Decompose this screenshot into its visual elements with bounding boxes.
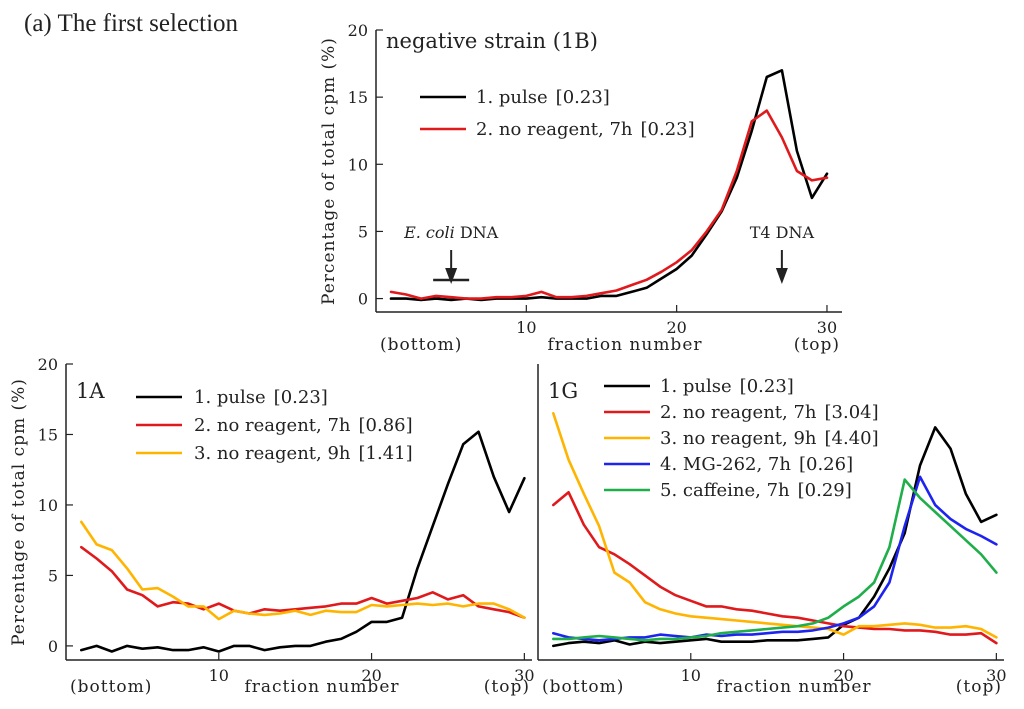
annotation-text: DNA (455, 223, 499, 242)
x-tick-label: 10 (681, 666, 701, 685)
series-line-2 (80, 545, 526, 620)
x-tick-label: 20 (361, 666, 381, 685)
arrow-head (775, 268, 788, 284)
y-tick-label: 20 (38, 355, 58, 374)
x-top-note: (top) (794, 335, 840, 355)
panel-1a: 0 5 10 15 20 10 20 30 (bottom) (top) fraction numb… (9, 355, 535, 697)
x-bottom-note: (bottom) (70, 677, 152, 697)
series-line-3 (80, 520, 526, 621)
legend-value: [1.41] (359, 443, 413, 464)
x-axis-label: fraction number (547, 335, 702, 355)
legend-label: 4. MG-262, 7h (660, 454, 791, 475)
figure-title: (a) The first selection (24, 10, 239, 37)
t4-dna-annotation: T4 DNA (750, 223, 815, 284)
y-tick-label: 5 (358, 222, 368, 241)
legend-value: [4.40] (825, 428, 879, 449)
legend-value: [0.23] (641, 119, 695, 140)
y-tick-label: 15 (348, 88, 368, 107)
y-tick-label: 0 (48, 637, 58, 656)
x-tick-label: 30 (514, 666, 534, 685)
y-axis-label: Percentage of total cpm (%) (9, 378, 29, 646)
y-tick-label: 10 (348, 155, 368, 174)
y-tick-label: 15 (38, 425, 58, 444)
annotation-label: E. coli DNA (403, 223, 499, 242)
legend-label: 2. no reagent, 7h (194, 415, 351, 436)
legend-value: [0.26] (799, 454, 853, 475)
y-axis-label: Percentage of total cpm (%) (319, 37, 339, 305)
x-top-note: (top) (484, 677, 530, 697)
x-bottom-note: (bottom) (380, 335, 462, 355)
annotation-label: T4 DNA (750, 223, 815, 242)
legend: 1. pulse [0.23] 2. no reagent, 7h [3.04] 3. … (604, 376, 879, 501)
legend: 1. pulse [0.23] 2. no reagent, 7h [0.23] (420, 87, 695, 140)
legend-value: [0.23] (556, 87, 610, 108)
y-tick-label: 0 (358, 290, 368, 309)
panel-1g: 10 20 30 (bottom) (top) fraction number 1G 1. p… (537, 364, 1007, 697)
legend-value: [0.23] (274, 387, 328, 408)
legend-value: [3.04] (825, 402, 879, 423)
series-line-5 (551, 478, 998, 642)
legend-label: 3. no reagent, 9h (194, 443, 351, 464)
legend-value: [0.29] (798, 480, 852, 501)
y-tick-label: 10 (38, 496, 58, 515)
legend-label: 3. no reagent, 9h (660, 428, 817, 449)
x-axis-label: fraction number (244, 677, 399, 697)
x-tick-label: 30 (986, 666, 1006, 685)
x-tick-label: 20 (666, 318, 686, 337)
legend-label: 5. caffeine, 7h (660, 480, 790, 501)
annotation-italic: E. coli (403, 223, 455, 242)
annotation-text: T4 DNA (750, 223, 815, 242)
panel-1b: 0 5 10 15 20 10 20 30 (bottom) (top) fraction numb… (319, 21, 842, 355)
x-tick-label: 10 (209, 666, 229, 685)
x-axis-label: fraction number (716, 677, 871, 697)
x-tick-label: 10 (516, 318, 536, 337)
legend-label: 1. pulse (660, 376, 732, 397)
x-tick-label: 20 (833, 666, 853, 685)
series-line-2 (389, 109, 829, 300)
legend-value: [0.23] (740, 376, 794, 397)
ecoli-dna-annotation: E. coli DNA (403, 223, 499, 284)
arrow-head (445, 268, 458, 284)
series-line-1 (551, 426, 998, 648)
legend-label: 2. no reagent, 7h (660, 402, 817, 423)
series-line-1 (80, 430, 526, 653)
series-line-2 (551, 490, 998, 645)
panel-title: 1A (76, 379, 105, 403)
y-tick-label: 20 (348, 21, 368, 40)
x-bottom-note: (bottom) (542, 677, 624, 697)
legend: 1. pulse [0.23] 2. no reagent, 7h [0.86] 3. … (136, 387, 413, 464)
legend-label: 1. pulse (194, 387, 266, 408)
legend-label: 1. pulse (476, 87, 548, 108)
legend-value: [0.86] (359, 415, 413, 436)
x-top-note: (top) (956, 677, 1002, 697)
panel-title: negative strain (1B) (386, 29, 598, 53)
panel-title: 1G (548, 379, 578, 403)
series-line-3 (551, 411, 998, 639)
y-tick-label: 5 (48, 566, 58, 585)
legend-label: 2. no reagent, 7h (476, 119, 633, 140)
x-tick-label: 30 (817, 318, 837, 337)
